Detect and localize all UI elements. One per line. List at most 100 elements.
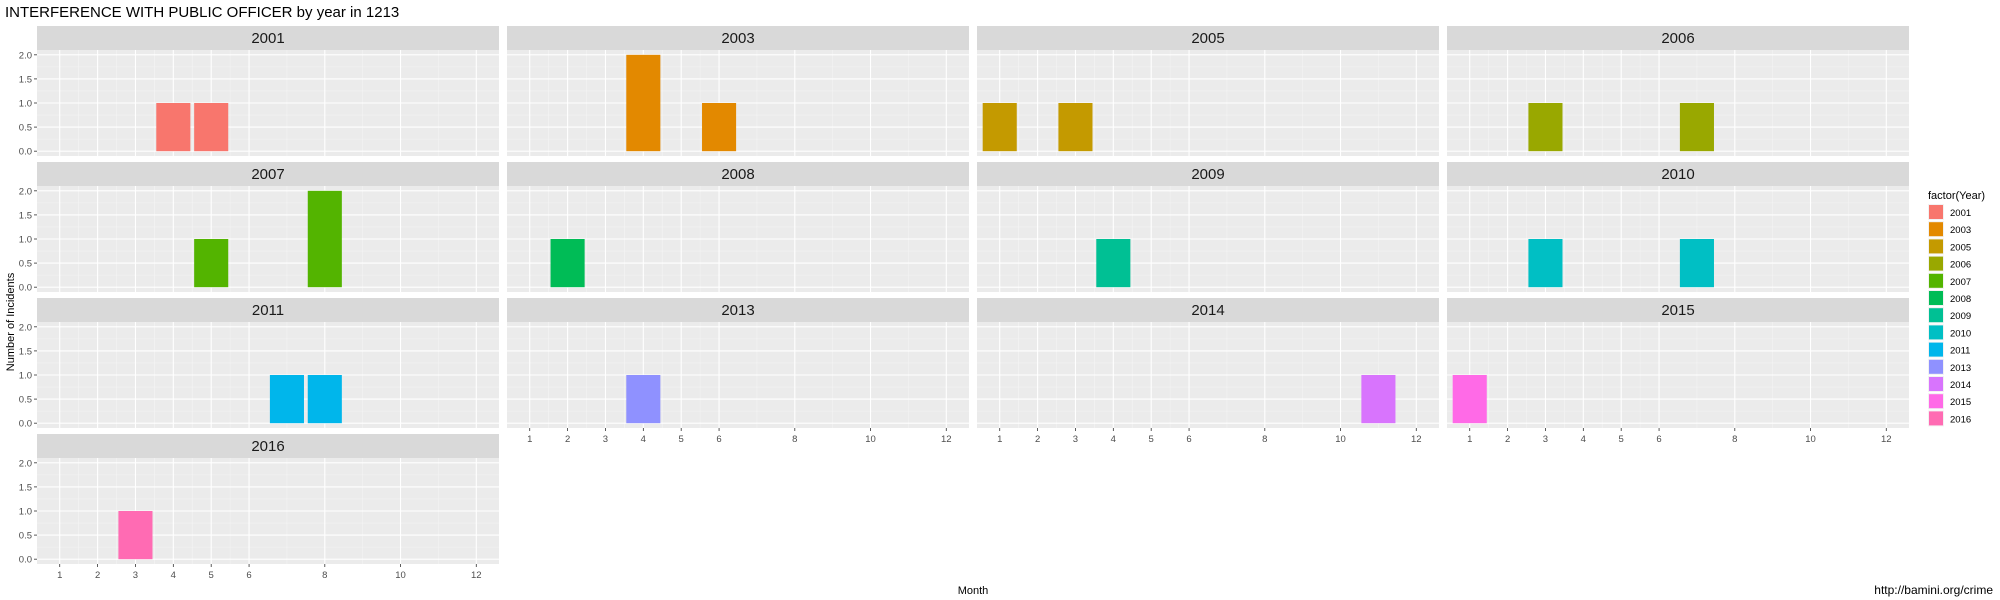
x-tick-label: 10	[1335, 434, 1346, 445]
legend-swatch	[1929, 273, 1943, 288]
x-tick-label: 3	[1073, 434, 1078, 445]
facet-strip	[37, 434, 499, 458]
legend-item-2006: 2006	[1928, 255, 1971, 272]
legend-label: 2011	[1950, 346, 1970, 357]
bar-2009-month-4	[1096, 239, 1131, 288]
facet-strip	[37, 162, 499, 186]
bar-2011-month-8	[307, 375, 342, 424]
y-tick-label: 0.0	[19, 283, 32, 294]
facet-2011: 2011 0.0 0.5 1.0 1.5 2.0	[19, 298, 499, 430]
facet-2009: 2009	[977, 162, 1439, 292]
legend-item-2015: 2015	[1928, 393, 1971, 410]
facet-strip-label: 2010	[1661, 166, 1694, 183]
x-tick-label: 6	[716, 434, 721, 445]
x-tick-label: 8	[792, 434, 797, 445]
y-tick-label: 1.0	[19, 507, 32, 518]
legend-item-2010: 2010	[1928, 324, 1971, 341]
y-axis-label: Number of Incidents	[5, 272, 17, 371]
y-tick-label: 1.0	[19, 371, 32, 382]
facet-strip-label: 2005	[1191, 30, 1224, 47]
y-tick-label: 1.5	[19, 346, 32, 357]
facet-2006: 2006	[1447, 26, 1909, 156]
facet-strip-label: 2007	[251, 166, 284, 183]
legend-swatch	[1929, 308, 1943, 323]
x-axis-label: Month	[958, 585, 989, 597]
legend-label: 2006	[1950, 260, 1971, 271]
legend-swatch	[1929, 291, 1943, 305]
bar-2003-month-4	[626, 54, 661, 152]
x-tick-label: 1	[527, 434, 532, 445]
bar-2006-month-3	[1528, 103, 1563, 152]
facet-strip	[507, 298, 969, 322]
legend-label: 2003	[1950, 225, 1971, 236]
y-tick-label: 1.5	[19, 482, 32, 493]
legend-item-2009: 2009	[1928, 307, 1971, 324]
legend-item-2008: 2008	[1928, 290, 1971, 306]
facet-panels: 2001 0.0 0.5 1.0 1.5 2.0 2003 2005 2006 2007 0.0 0.…	[19, 26, 1909, 581]
legend-label: 2013	[1950, 363, 1971, 374]
legend-item-2007: 2007	[1928, 272, 1971, 289]
legend-item-2001: 2001	[1928, 204, 1971, 220]
y-tick-label: 0.5	[19, 259, 32, 270]
facet-strip	[1447, 162, 1909, 186]
legend-label: 2016	[1950, 414, 1971, 425]
legend-label: 2008	[1950, 294, 1971, 305]
x-tick-label: 1	[1467, 434, 1472, 445]
legend-item-2014: 2014	[1928, 376, 1971, 392]
y-tick-label: 1.0	[19, 99, 32, 110]
x-tick-label: 12	[941, 434, 952, 445]
bar-2008-month-2	[550, 239, 585, 288]
legend-item-2003: 2003	[1928, 221, 1971, 238]
legend-swatch	[1929, 205, 1943, 219]
facet-strip	[1447, 26, 1909, 50]
x-tick-label: 10	[395, 570, 406, 581]
legend-swatch	[1929, 222, 1943, 237]
facet-2001: 2001 0.0 0.5 1.0 1.5 2.0	[19, 26, 499, 158]
legend-item-2016: 2016	[1928, 410, 1971, 427]
bar-2011-month-7	[269, 375, 304, 424]
y-tick-label: 2.0	[19, 322, 32, 333]
bar-2001-month-4	[156, 103, 191, 152]
legend-swatch	[1929, 359, 1943, 374]
y-tick-label: 0.5	[19, 123, 32, 134]
bar-2007-month-5	[194, 239, 229, 288]
chart-title: INTERFERENCE WITH PUBLIC OFFICER by year…	[5, 4, 399, 21]
x-tick-label: 8	[1262, 434, 1267, 445]
x-tick-label: 6	[246, 570, 251, 581]
x-tick-label: 5	[209, 570, 214, 581]
legend-swatch	[1929, 325, 1943, 340]
y-tick-label: 1.0	[19, 235, 32, 246]
facet-2007: 2007 0.0 0.5 1.0 1.5 2.0	[19, 162, 499, 294]
x-tick-label: 2	[1035, 434, 1040, 445]
y-tick-label: 2.0	[19, 458, 32, 469]
x-tick-label: 3	[1543, 434, 1548, 445]
legend-swatch	[1929, 394, 1943, 409]
facet-strip	[37, 26, 499, 50]
x-tick-label: 2	[1505, 434, 1510, 445]
y-tick-label: 0.0	[19, 419, 32, 430]
facet-strip	[977, 298, 1439, 322]
x-tick-label: 10	[865, 434, 876, 445]
bar-2005-month-1	[982, 103, 1017, 152]
facet-strip-label: 2015	[1661, 302, 1694, 319]
facet-strip-label: 2013	[721, 302, 754, 319]
legend-label: 2009	[1950, 311, 1971, 322]
x-tick-label: 6	[1186, 434, 1191, 445]
legend-label: 2001	[1950, 208, 1971, 219]
facet-strip	[977, 26, 1439, 50]
facet-strip	[507, 162, 969, 186]
legend-item-2013: 2013	[1928, 358, 1971, 375]
legend-item-2005: 2005	[1928, 238, 1971, 255]
bar-2015-month-1	[1452, 375, 1487, 424]
y-tick-label: 1.5	[19, 74, 32, 85]
facet-strip-label: 2008	[721, 166, 754, 183]
x-tick-label: 3	[133, 570, 138, 581]
legend-swatch	[1929, 342, 1943, 357]
facet-2010: 2010	[1447, 162, 1909, 292]
legend-swatch	[1929, 256, 1943, 271]
facet-strip-label: 2014	[1191, 302, 1224, 319]
y-tick-label: 1.5	[19, 210, 32, 221]
x-tick-label: 8	[322, 570, 327, 581]
